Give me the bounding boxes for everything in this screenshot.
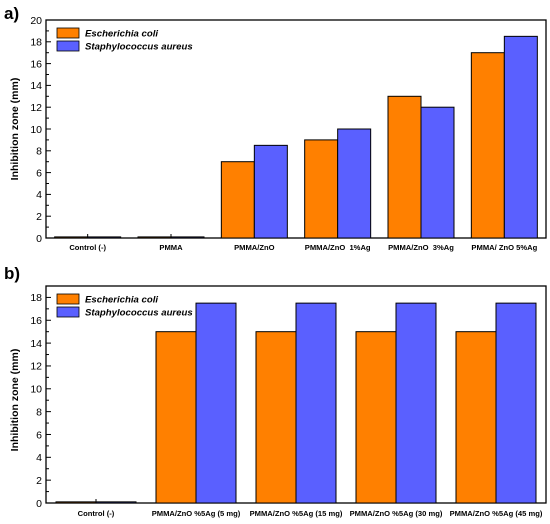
panel-a-y-axis-label: Inhibition zone (mm) (9, 78, 21, 181)
panel-a-y-tick-label: 8 (36, 146, 42, 158)
panel-a-category-label: PMMA/ ZnO 5%Ag (471, 243, 537, 252)
panel-b-bar-saureus (295, 302, 337, 504)
panel-a-bar-saureus (503, 35, 538, 239)
panel-b-y-tick-label: 0 (36, 498, 42, 510)
panel-a-bar-saureus (87, 236, 122, 239)
panel-b-y-tick-label: 18 (30, 292, 42, 304)
panel-a-bar-saureus (420, 106, 455, 239)
panel-a-y-tick-label: 12 (30, 102, 42, 114)
panel-b-bar-ecoli (255, 331, 297, 504)
panel-a-y-tick-label: 16 (30, 58, 42, 70)
panel-b-category-label: PMMA/ZnO %5Ag (45 mg) (450, 509, 543, 518)
panel-b-y-tick-label: 12 (30, 361, 42, 373)
panel-b-y-tick-label: 14 (30, 338, 42, 350)
panel-b-y-tick-label: 6 (36, 429, 42, 441)
panel-a-legend-swatch-saureus (56, 40, 80, 52)
panel-b-bar-saureus (195, 302, 237, 504)
panel-a-bar-ecoli (470, 52, 505, 239)
panel-b-category-label: PMMA/ZnO %5Ag (15 mg) (250, 509, 343, 518)
panel-b-y-tick-label: 16 (30, 315, 42, 327)
panel-b-y-tick-label: 8 (36, 406, 42, 418)
panel-a-category-label: PMMA/ZnO 3%Ag (388, 243, 454, 252)
panel-a-legend-swatch-ecoli (56, 27, 80, 39)
panel-a-y-tick-label: 20 (30, 15, 42, 27)
panel-a-y-tick-label: 0 (36, 233, 42, 245)
panel-a-category-label: Control (-) (69, 243, 106, 252)
panel-a-category-label: PMMA (159, 243, 183, 252)
panel-a-bar-ecoli (54, 236, 89, 239)
panel-a-bar-ecoli (137, 236, 172, 239)
panel-a-bar-saureus (253, 144, 288, 239)
panel-b-bar-ecoli (455, 331, 497, 504)
panel-b-bar-ecoli (355, 331, 397, 504)
panel-a-bar-saureus (170, 236, 205, 239)
panel-b-legend-label-ecoli: Escherichia coli (85, 295, 158, 306)
panel-a-bar-ecoli (220, 161, 255, 239)
panel-b-bar-ecoli (155, 331, 197, 504)
panel-b-bar-saureus (495, 302, 537, 504)
panel-b-y-tick-label: 10 (30, 384, 42, 396)
panel-a-category-label: PMMA/ZnO (234, 243, 275, 252)
panel-a-y-tick-label: 6 (36, 167, 42, 179)
panel-b-label: b) (4, 264, 20, 283)
panel-a-y-tick-label: 10 (30, 124, 42, 136)
panel-b-legend-swatch-saureus (56, 306, 80, 318)
panel-b: b) Inhibition zone (mm) 0 2 4 6 8 10 12 14 16 18 C… (4, 264, 547, 518)
panel-b-category-label: Control (-) (78, 509, 115, 518)
panel-b-category-label: PMMA/ZnO %5Ag (5 mg) (152, 509, 241, 518)
panel-b-category-label: PMMA/ZnO %5Ag (30 mg) (350, 509, 443, 518)
panel-a-legend-label-saureus: Staphylococcus aureus (85, 42, 193, 53)
panel-a-label: a) (4, 4, 19, 23)
panel-a-bar-ecoli (387, 95, 422, 239)
panel-b-y-tick-label: 4 (36, 452, 42, 464)
panel-b-legend-label-saureus: Staphylococcus aureus (85, 308, 193, 319)
panel-a-bar-ecoli (304, 139, 339, 239)
panel-b-bar-saureus (95, 501, 137, 504)
panel-a-category-label: PMMA/ZnO 1%Ag (305, 243, 371, 252)
panel-a-y-tick-label: 18 (30, 37, 42, 49)
panel-a-legend-label-ecoli: Escherichia coli (85, 29, 158, 40)
panel-a-bar-saureus (337, 128, 372, 239)
panel-a-y-tick-label: 4 (36, 189, 42, 201)
panel-b-y-axis-label: Inhibition zone (mm) (9, 349, 21, 452)
panel-b-y-tick-label: 2 (36, 475, 42, 487)
panel-b-legend-swatch-ecoli (56, 293, 80, 305)
panel-b-bar-saureus (395, 302, 437, 504)
panel-a-y-tick-label: 14 (30, 80, 42, 92)
panel-a-y-tick-label: 2 (36, 211, 42, 223)
panel-a: a) Inhibition zone (mm) 0 2 4 6 8 10 12 14 16 18 2… (4, 4, 547, 252)
panel-b-bar-ecoli (55, 501, 97, 504)
